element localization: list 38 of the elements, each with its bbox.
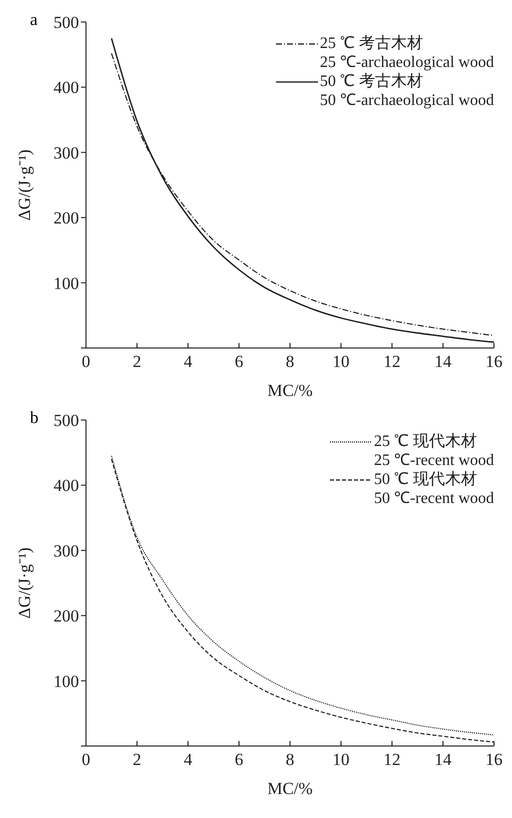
x-axis-title: MC/% [267, 381, 313, 400]
x-tick-label: 6 [234, 750, 244, 770]
x-tick-label: 10 [332, 750, 350, 770]
x-tick-label: 0 [82, 750, 90, 770]
y-tick-label: 400 [54, 78, 79, 98]
x-tick-label: 14 [434, 352, 452, 372]
legend-label: 25 ℃ 现代木材 25 ℃-recent wood [374, 432, 494, 470]
legend-label: 50 ℃ 考古木材 50 ℃-archaeological wood [320, 72, 494, 110]
y-tick-label: 100 [54, 672, 79, 691]
x-tick-label: 4 [184, 352, 193, 372]
x-tick-label: 0 [82, 352, 90, 372]
x-tick-label: 2 [132, 352, 142, 372]
x-tick-label: 6 [234, 352, 244, 372]
y-tick-label: 500 [54, 13, 79, 32]
y-tick-label: 400 [54, 476, 79, 496]
x-tick-label: 12 [384, 750, 400, 770]
x-tick-label: 4 [184, 750, 193, 770]
y-tick-label: 100 [54, 274, 79, 293]
x-tick-label: 14 [434, 750, 452, 770]
y-axis-title: ΔG/(J·g⁻¹) [15, 547, 34, 619]
x-tick-label: 8 [286, 750, 294, 770]
legend-label: 25 ℃ 考古木材 25 ℃-archaeological wood [320, 34, 494, 72]
x-tick-label: 2 [132, 750, 142, 770]
y-tick-label: 300 [54, 541, 79, 560]
x-tick-label: 8 [286, 352, 294, 372]
x-tick-label: 10 [332, 352, 350, 372]
x-tick-label: 16 [486, 750, 502, 770]
y-axis-title: ΔG/(J·g⁻¹) [15, 149, 34, 221]
x-tick-label: 12 [384, 352, 400, 372]
y-tick-label: 300 [54, 143, 79, 162]
y-tick-label: 200 [54, 208, 79, 228]
y-tick-label: 500 [54, 411, 79, 430]
chart-title: b [30, 408, 38, 428]
chart-title: a [30, 10, 38, 30]
legend-label: 50 ℃ 现代木材 50 ℃-recent wood [374, 470, 494, 508]
x-axis-title: MC/% [267, 779, 313, 798]
x-tick-label: 16 [486, 352, 502, 372]
y-tick-label: 200 [54, 606, 79, 626]
